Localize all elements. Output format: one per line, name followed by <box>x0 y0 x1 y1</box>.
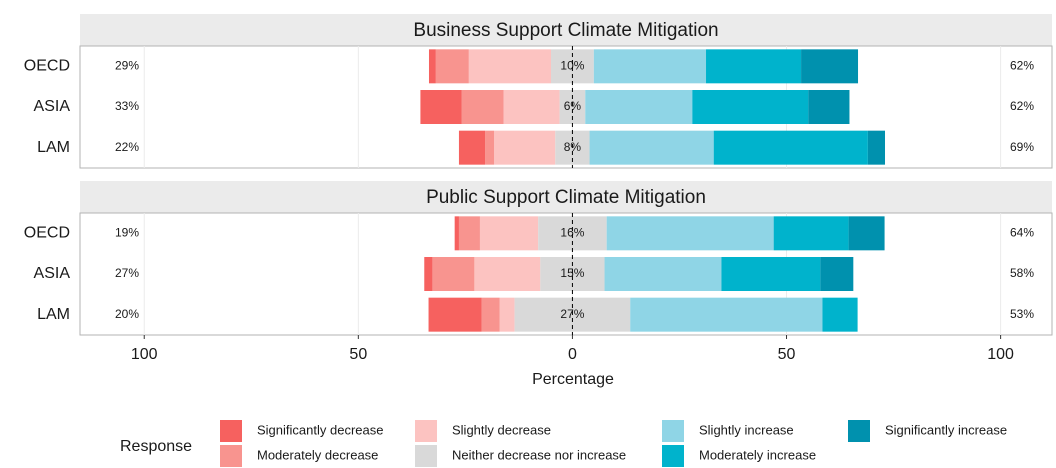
bar-segment <box>585 90 693 124</box>
legend-title: Response <box>120 438 192 455</box>
bar-segment <box>428 49 436 84</box>
legend-label: Moderately increase <box>699 447 816 462</box>
bar-segment <box>808 90 850 124</box>
bar-segment <box>479 216 539 251</box>
strip <box>80 181 1052 213</box>
row-label: OECD <box>24 225 70 242</box>
bar-segment <box>499 297 515 332</box>
bar-segment <box>606 216 774 251</box>
right-label: 62% <box>1010 99 1034 113</box>
center-label: 6% <box>564 99 582 113</box>
x-tick-label: 50 <box>778 346 796 363</box>
legend-label: Slightly increase <box>699 422 794 437</box>
panel-title: Public Support Climate Mitigation <box>426 187 706 208</box>
legend-label: Significantly increase <box>885 422 1007 437</box>
x-tick-label: 100 <box>987 346 1014 363</box>
bar-segment <box>424 257 433 291</box>
legend-label: Neither decrease nor increase <box>452 447 626 462</box>
left-label: 19% <box>115 226 139 240</box>
bar-segment <box>593 49 707 84</box>
bar-segment <box>458 130 486 165</box>
center-label: 10% <box>560 59 584 73</box>
bar-segment <box>454 216 459 251</box>
bar-segment <box>721 257 821 291</box>
bar-segment <box>420 90 462 124</box>
bar-segment <box>468 49 552 84</box>
row-label: ASIA <box>34 98 71 115</box>
x-axis-label: Percentage <box>532 371 614 388</box>
row-label: LAM <box>37 139 70 156</box>
legend-key <box>662 445 684 467</box>
legend-key <box>220 445 242 467</box>
bar-segment <box>461 90 504 124</box>
bar-segment <box>435 49 469 84</box>
left-label: 20% <box>115 307 139 321</box>
left-label: 33% <box>115 99 139 113</box>
legend-key <box>848 420 870 442</box>
bar-segment <box>820 257 854 291</box>
bar-segment <box>494 130 556 165</box>
row-label: OECD <box>24 58 70 75</box>
bar-segment <box>848 216 885 251</box>
center-label: 15% <box>560 266 584 280</box>
bar-segment <box>432 257 475 291</box>
strip <box>80 14 1052 46</box>
legend-label: Moderately decrease <box>257 447 378 462</box>
left-label: 27% <box>115 266 139 280</box>
panel-title: Business Support Climate Mitigation <box>413 20 718 41</box>
left-label: 29% <box>115 59 139 73</box>
x-tick-label: 0 <box>568 346 577 363</box>
legend-label: Significantly decrease <box>257 422 383 437</box>
right-label: 62% <box>1010 59 1034 73</box>
right-label: 69% <box>1010 140 1034 154</box>
bar-segment <box>428 297 482 332</box>
legend-label: Slightly decrease <box>452 422 551 437</box>
right-label: 53% <box>1010 307 1034 321</box>
bar-segment <box>458 216 480 251</box>
bar-segment <box>485 130 495 165</box>
bar-segment <box>692 90 809 124</box>
bar-segment <box>867 130 886 165</box>
bar-segment <box>822 297 858 332</box>
center-label: 16% <box>560 226 584 240</box>
bar-segment <box>801 49 859 84</box>
bar-segment <box>604 257 722 291</box>
bar-segment <box>503 90 560 124</box>
bar-segment <box>706 49 802 84</box>
right-label: 64% <box>1010 226 1034 240</box>
legend-key <box>662 420 684 442</box>
x-tick-label: 50 <box>349 346 367 363</box>
bar-segment <box>589 130 714 165</box>
row-label: LAM <box>37 306 70 323</box>
bar-segment <box>474 257 541 291</box>
bar-segment <box>773 216 849 251</box>
row-label: ASIA <box>34 265 71 282</box>
bar-segment <box>630 297 823 332</box>
legend-key <box>220 420 242 442</box>
left-label: 22% <box>115 140 139 154</box>
right-label: 58% <box>1010 266 1034 280</box>
legend-key <box>415 420 437 442</box>
bar-segment <box>713 130 868 165</box>
bar-segment <box>481 297 500 332</box>
legend-key <box>415 445 437 467</box>
x-tick-label: 100 <box>131 346 158 363</box>
